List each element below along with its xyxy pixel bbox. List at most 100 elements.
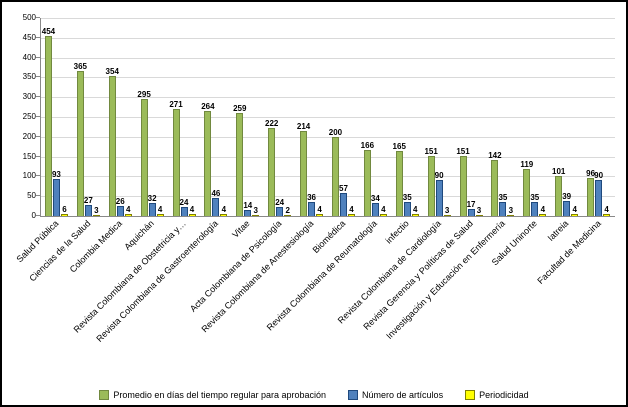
bar-series-0: 454 <box>42 28 55 216</box>
bar-series-1: 34 <box>371 194 380 216</box>
y-tick <box>36 56 40 58</box>
y-tick-label: 500 <box>22 13 36 22</box>
bar-series-2: 4 <box>347 206 355 216</box>
gridline <box>41 77 615 79</box>
bar-group: 101 39 4 <box>551 18 583 216</box>
bar-series-1: 35 <box>530 194 539 216</box>
y-tick <box>36 215 40 216</box>
y-tick-label: 200 <box>22 131 36 141</box>
bar-group: 271 24 4 <box>169 18 201 216</box>
bar-series-1: 57 <box>339 185 348 216</box>
bar-series-2: 4 <box>539 206 547 216</box>
gridline <box>41 57 615 59</box>
bar-group: 151 17 3 <box>456 18 488 216</box>
bar-value-label: 151 <box>424 147 438 157</box>
bar-value-label: 4 <box>572 205 577 215</box>
bar-series-1: 39 <box>562 192 571 216</box>
y-tick-label: 250 <box>22 112 36 121</box>
bar-value-label: 166 <box>360 141 375 151</box>
bar-value-label: 27 <box>83 196 93 206</box>
bar-value-label: 96 <box>586 168 596 178</box>
bar-series-2: 4 <box>156 206 164 216</box>
bar-group: 142 35 3 <box>487 18 519 216</box>
bar-series-0: 101 <box>552 168 565 216</box>
bar-series-0: 200 <box>329 128 342 216</box>
bar-series-0: 119 <box>520 160 533 216</box>
bar-series-0: 222 <box>265 120 278 216</box>
bar-series-2: 3 <box>92 206 100 216</box>
bar-series-1: 24 <box>275 198 284 216</box>
gridline <box>41 196 615 198</box>
bar-value-label: 222 <box>264 119 279 129</box>
y-tick-label: 150 <box>22 151 36 161</box>
bar-value-label: 4 <box>221 205 227 215</box>
bar-group: 151 90 3 <box>424 18 456 216</box>
bar-value-label: 24 <box>179 197 189 207</box>
bar-value-label: 119 <box>520 159 534 169</box>
y-tick <box>36 36 40 38</box>
bar-value-label: 4 <box>349 205 354 215</box>
bar-series-1: 90 <box>435 172 444 216</box>
y-tick <box>36 195 40 197</box>
bar-value-label: 354 <box>105 66 119 76</box>
bar-value-label: 3 <box>508 205 514 215</box>
bar-value-label: 151 <box>456 147 470 157</box>
bar-value-label: 454 <box>41 27 56 37</box>
bar-series-1: 46 <box>211 189 220 216</box>
chart-legend: Promedio en días del tiempo regular para… <box>2 390 626 400</box>
y-tick-label: 400 <box>22 52 36 62</box>
bar-series-0: 166 <box>361 142 374 216</box>
y-tick <box>36 135 40 137</box>
bar-series-2: 3 <box>475 206 483 216</box>
bar-value-label: 26 <box>115 196 125 206</box>
bar-series-0: 259 <box>233 105 246 216</box>
y-tick <box>36 116 40 117</box>
bar-value-label: 34 <box>370 193 380 203</box>
legend-swatch-promedio-icon <box>99 390 110 400</box>
bar-value-label: 35 <box>530 193 540 203</box>
y-tick <box>36 76 40 78</box>
bar-series-1: 14 <box>243 202 252 216</box>
bar-series-1: 35 <box>403 194 412 216</box>
bar-value-label: 14 <box>243 201 253 211</box>
bar-series-0: 365 <box>74 63 87 216</box>
category-labels: Salud Pública Ciencias de la Salud Colombi… <box>14 218 614 371</box>
bar-series-2: 6 <box>60 205 68 216</box>
gridline <box>41 117 615 118</box>
bar-value-label: 4 <box>157 205 163 215</box>
bar-series-0: 96 <box>586 169 595 216</box>
bar-value-label: 3 <box>444 205 450 215</box>
gridline <box>41 37 615 39</box>
bar-series-0: 214 <box>297 123 310 216</box>
bar-series-2: 3 <box>443 206 451 216</box>
bar-value-label: 142 <box>488 150 502 160</box>
bar-value-label: 35 <box>402 193 412 203</box>
bar-value-label: 365 <box>73 62 88 72</box>
bar-group: 454 93 6 <box>41 18 73 216</box>
bar-value-label: 101 <box>552 167 566 177</box>
bar-series-0: 271 <box>169 100 183 216</box>
bar-series-2: 3 <box>252 206 260 216</box>
bar-series-1: 24 <box>180 198 188 216</box>
gridline <box>41 97 615 99</box>
bar-value-label: 6 <box>62 204 67 214</box>
legend-label-periodicidad: Periodicidad <box>479 389 529 400</box>
bar-series-2: 4 <box>124 206 132 216</box>
bar-series-1: 17 <box>467 201 475 216</box>
bar-value-label: 3 <box>94 205 99 215</box>
bar-value-label: 36 <box>307 192 317 202</box>
bar-series-1: 90 <box>594 172 603 216</box>
y-tick-label: 300 <box>22 92 36 102</box>
bar-group: 259 14 3 <box>232 18 264 216</box>
legend-item-articulos: Número de artículos <box>348 390 443 400</box>
y-tick <box>36 96 40 98</box>
bar-value-label: 165 <box>392 141 406 151</box>
bar-series-0: 151 <box>456 148 470 216</box>
bar-value-label: 2 <box>285 205 290 215</box>
bar-value-label: 32 <box>147 194 157 204</box>
bar-series-0: 142 <box>488 151 502 216</box>
bar-value-label: 3 <box>476 205 482 215</box>
bar-value-label: 4 <box>413 205 418 215</box>
bar-series-2: 4 <box>571 206 579 216</box>
bar-series-0: 151 <box>424 148 438 216</box>
